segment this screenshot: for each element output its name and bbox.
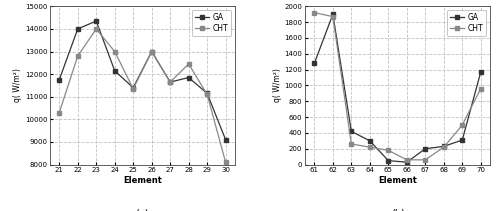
CHT (348, 143, 354, 145)
GA (460, 139, 466, 141)
CHT (422, 159, 428, 161)
GA (56, 78, 62, 81)
CHT (478, 87, 484, 90)
GA (367, 140, 373, 142)
CHT (404, 159, 410, 161)
Line: CHT: CHT (57, 27, 228, 164)
Legend: GA, CHT: GA, CHT (447, 10, 486, 36)
Line: CHT: CHT (312, 11, 483, 162)
GA (330, 13, 336, 16)
X-axis label: Element: Element (123, 176, 162, 185)
CHT (312, 11, 318, 14)
Legend: GA, CHT: GA, CHT (192, 10, 231, 36)
CHT (222, 161, 228, 164)
CHT (330, 15, 336, 18)
GA (204, 92, 210, 95)
X-axis label: Element: Element (378, 176, 417, 185)
CHT (112, 50, 117, 53)
CHT (441, 146, 447, 149)
CHT (56, 111, 62, 114)
GA (222, 138, 228, 141)
GA (130, 87, 136, 89)
GA (312, 62, 318, 65)
CHT (148, 50, 154, 53)
CHT (74, 55, 80, 57)
CHT (186, 63, 192, 65)
GA (422, 147, 428, 150)
CHT (386, 149, 392, 151)
GA (441, 145, 447, 148)
CHT (167, 81, 173, 83)
GA (404, 161, 410, 164)
Y-axis label: q( W/m²): q( W/m²) (272, 69, 281, 102)
CHT (130, 88, 136, 90)
GA (186, 76, 192, 79)
CHT (367, 146, 373, 149)
CHT (460, 124, 466, 126)
GA (93, 20, 99, 22)
CHT (204, 93, 210, 96)
Text: (b): (b) (390, 209, 404, 211)
GA (148, 50, 154, 53)
GA (386, 159, 392, 162)
GA (74, 28, 80, 30)
Line: GA: GA (57, 19, 228, 142)
GA (167, 81, 173, 83)
Y-axis label: q( W/m²): q( W/m²) (13, 69, 22, 102)
Text: (a): (a) (136, 209, 149, 211)
GA (112, 69, 117, 72)
GA (478, 71, 484, 73)
GA (348, 130, 354, 133)
CHT (93, 28, 99, 30)
Line: GA: GA (312, 12, 483, 164)
